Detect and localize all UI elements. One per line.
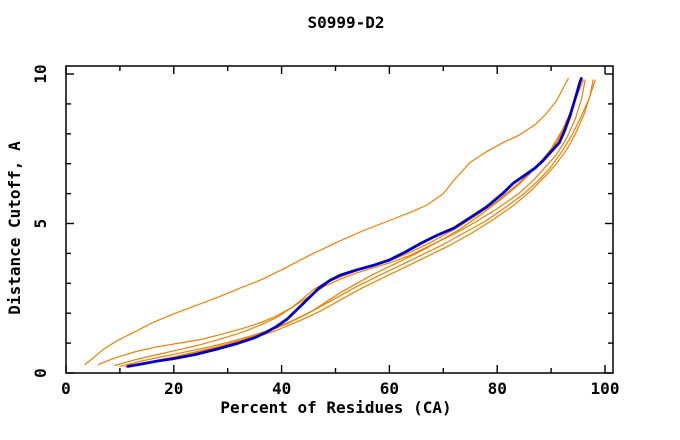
orange-curve-5 — [124, 79, 594, 368]
curve-series — [84, 77, 596, 368]
orange-curve-6 — [135, 79, 585, 367]
x-tick-label: 0 — [61, 379, 71, 398]
x-axis-label: Percent of Residues (CA) — [220, 398, 451, 417]
x-tick-label: 20 — [164, 379, 183, 398]
y-axis-label: Distance Cutoff, A — [5, 141, 24, 315]
x-tick-label: 40 — [272, 379, 291, 398]
orange-curve-3 — [113, 80, 580, 367]
axis-ticks — [65, 66, 613, 374]
y-tick-label: 10 — [31, 64, 50, 83]
tick-labels: 0 20 40 60 80 100 0 5 10 — [31, 64, 619, 398]
orange-curve-2 — [97, 79, 586, 366]
chart-title: S0999-D2 — [307, 13, 384, 32]
plot-frame — [65, 65, 614, 374]
y-tick-label: 0 — [31, 368, 50, 378]
blue-curve — [126, 77, 583, 368]
orange-curve-1 — [84, 77, 569, 366]
orange-curve-4 — [119, 79, 596, 367]
x-tick-label: 60 — [380, 379, 399, 398]
x-tick-label: 80 — [488, 379, 507, 398]
x-tick-label: 100 — [591, 379, 620, 398]
y-tick-label: 5 — [31, 219, 50, 229]
